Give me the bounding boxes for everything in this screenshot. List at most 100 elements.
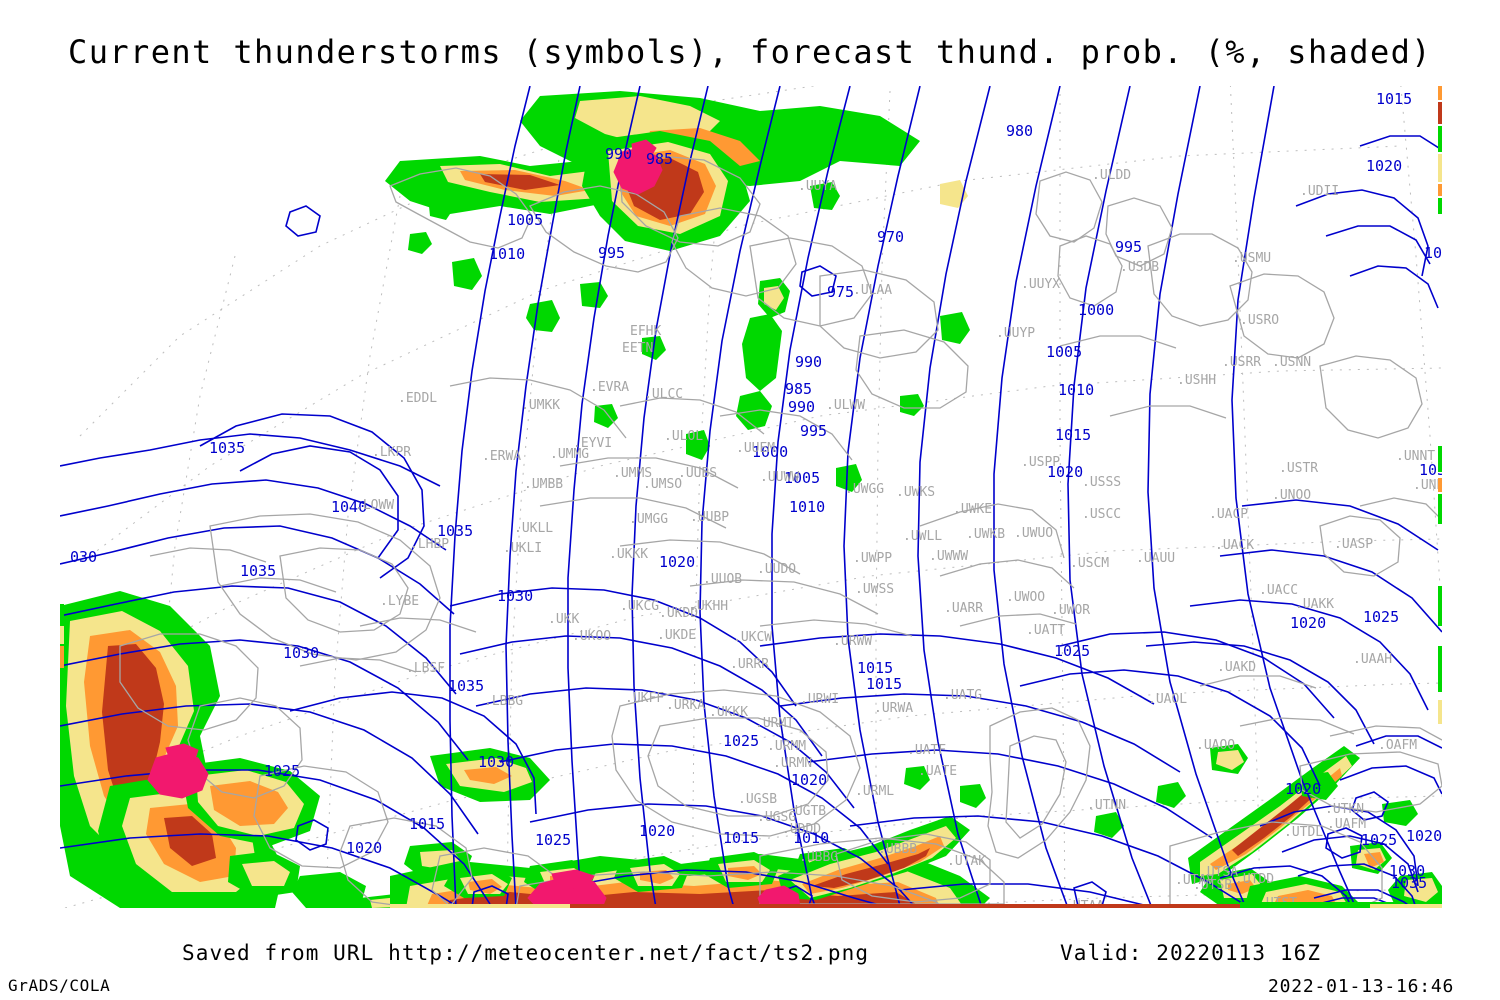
svg-text:.URMT: .URMT [755,716,794,731]
svg-text:.UUYP: .UUYP [996,326,1035,341]
svg-text:.UTDL: .UTDL [1284,825,1323,840]
svg-text:.UKK: .UKK [548,612,579,627]
svg-text:.LKPR: .LKPR [372,445,411,460]
svg-text:.USCM: .USCM [1070,556,1109,571]
svg-text:.UACP: .UACP [1209,507,1248,522]
svg-text:990: 990 [605,145,632,163]
svg-text:.UMGG: .UMGG [629,512,668,527]
svg-text:.EVRA: .EVRA [590,380,629,395]
svg-text:1035: 1035 [240,562,276,580]
svg-text:.UMMS: .UMMS [613,466,652,481]
svg-text:.UKLL: .UKLL [514,521,553,536]
svg-text:.OAFM: .OAFM [1378,738,1417,753]
svg-text:1015: 1015 [409,815,445,833]
svg-text:1020: 1020 [1047,463,1083,481]
svg-text:975: 975 [827,283,854,301]
svg-text:1005: 1005 [507,211,543,229]
svg-text:995: 995 [598,244,625,262]
svg-text:1010: 1010 [793,829,829,847]
svg-text:.UATE: .UATE [918,764,957,779]
svg-text:EFHK: EFHK [630,324,661,339]
svg-text:.UKCG: .UKCG [620,599,659,614]
svg-text:.UWKB: .UWKB [966,527,1005,542]
svg-text:.UDDD: .UDDD [782,822,821,837]
station-labels: .UUYA .ULDD .UDII .ULAA .UUYX .USDB .USM… [355,168,1442,908]
svg-text:.UWGG: .UWGG [845,482,884,497]
svg-text:.UAKD: .UAKD [1217,660,1256,675]
map-canvas[interactable]: 1015 980 1020 990 985 1005 1010 995 1025… [60,86,1442,908]
svg-text:1020: 1020 [639,822,675,840]
svg-text:1005: 1005 [1046,343,1082,361]
saved-from-url-label: Saved from URL http://meteocenter.net/fa… [182,941,870,965]
svg-text:.UKDE: .UKDE [657,628,696,643]
svg-text:.UACC: .UACC [1259,583,1298,598]
svg-text:.LBSF: .LBSF [406,661,445,676]
svg-text:.USRO: .USRO [1240,313,1279,328]
svg-text:.UTSB: .UTSB [1193,878,1232,893]
svg-text:1020: 1020 [1366,157,1402,175]
svg-text:.URWA: .URWA [874,701,913,716]
svg-text:1010: 1010 [789,498,825,516]
svg-text:.UAOL: .UAOL [1148,692,1187,707]
svg-text:.ULCC: .ULCC [644,387,683,402]
svg-text:.UASP: .UASP [1334,537,1373,552]
svg-text:.URMM: .URMM [767,739,806,754]
svg-text:970: 970 [877,228,904,246]
svg-text:.UAUU: .UAUU [1136,551,1175,566]
svg-text:.UTAK: .UTAK [947,854,986,869]
svg-text:.URML: .URML [855,784,894,799]
svg-text:.LBBG: .LBBG [484,694,523,709]
svg-text:.UKCW: .UKCW [733,630,772,645]
svg-text:1010: 1010 [489,245,525,263]
svg-text:.USRR: .USRR [1222,355,1261,370]
svg-text:1025: 1025 [1361,831,1397,849]
svg-text:.UNNT: .UNNT [1396,449,1435,464]
svg-text:.UMBB: .UMBB [524,477,563,492]
svg-text:1020: 1020 [346,839,382,857]
svg-text:.UWOO: .UWOO [1006,590,1045,605]
svg-text:.ULOL: .ULOL [664,429,703,444]
svg-text:.UKFF: .UKFF [625,691,664,706]
svg-text:.UAFM: .UAFM [1327,817,1366,832]
svg-text:EETN: EETN [622,341,653,356]
svg-text:.UMSO: .UMSO [643,477,682,492]
svg-text:.UUYA: .UUYA [798,179,837,194]
svg-text:1030: 1030 [283,644,319,662]
svg-text:1025: 1025 [1424,244,1442,262]
svg-text:.URKA: .URKA [666,698,705,713]
svg-text:1015: 1015 [857,659,893,677]
svg-text:1030: 1030 [497,587,533,605]
svg-text:.UACK: .UACK [1215,538,1254,553]
svg-text:.UWLL: .UWLL [903,529,942,544]
svg-text:.UARR: .UARR [944,601,983,616]
shading-patch-bosnia [180,758,320,846]
svg-text:.ULWW: .ULWW [826,398,865,413]
svg-text:.UUYX: .UUYX [1021,277,1060,292]
svg-text:1015: 1015 [1376,90,1412,108]
svg-text:1000: 1000 [1078,301,1114,319]
thunderstorm-symbols [147,139,801,908]
svg-text:.UKOO: .UKOO [572,629,611,644]
svg-text:.UKKK: .UKKK [709,705,748,720]
svg-text:985: 985 [785,380,812,398]
svg-text:.UAKK: .UAKK [1295,597,1334,612]
svg-text:.EDDL: .EDDL [398,391,437,406]
producer-label: GrADS/COLA [8,976,111,995]
svg-text:.UATF: .UATF [907,743,946,758]
valid-time-label: Valid: 20220113 16Z [1060,941,1322,965]
svg-text:.UTNN: .UTNN [1087,798,1126,813]
svg-text:.UKKK: .UKKK [609,547,648,562]
timestamp-label: 2022-01-13-16:46 [1268,976,1455,997]
coastlines [119,155,1442,908]
svg-text:.USDB: .USDB [1120,260,1159,275]
svg-text:.UGTB: .UGTB [787,804,826,819]
svg-text:.USSS: .USSS [1082,475,1121,490]
storm-symbol-cluster-turkey-west [527,869,607,908]
svg-text:.UUEM: .UUEM [736,441,775,456]
svg-text:.UUOB: .UUOB [703,572,742,587]
svg-text:.URWI: .URWI [800,692,839,707]
svg-text:.UUWW: .UUWW [760,470,799,485]
svg-text:.ULAA: .ULAA [853,283,892,298]
storm-symbol-cluster-baltic [613,139,663,195]
